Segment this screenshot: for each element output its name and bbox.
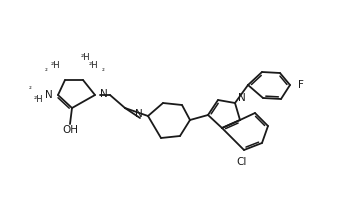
Text: ²H: ²H [33, 96, 43, 105]
Text: N: N [100, 89, 108, 99]
Text: ²H: ²H [88, 62, 98, 71]
Text: N: N [238, 93, 246, 103]
Text: N: N [45, 90, 53, 100]
Text: ²H: ²H [80, 54, 90, 63]
Text: ²: ² [102, 69, 105, 75]
Text: N: N [135, 109, 143, 119]
Text: OH: OH [62, 125, 78, 135]
Text: ²: ² [44, 69, 47, 75]
Text: ²H: ²H [50, 62, 60, 71]
Text: F: F [298, 80, 304, 90]
Text: ²: ² [28, 87, 31, 93]
Text: Cl: Cl [237, 157, 247, 167]
